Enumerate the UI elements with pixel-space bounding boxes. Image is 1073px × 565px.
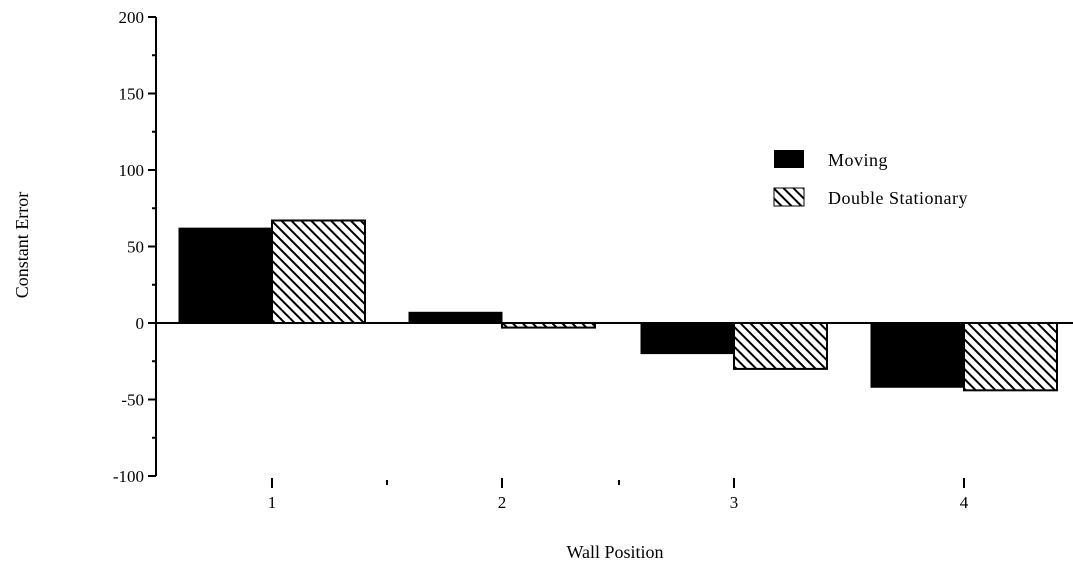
x-tick-label: 1 <box>268 493 277 512</box>
y-tick-label: -100 <box>113 467 144 486</box>
x-tick-label: 4 <box>960 493 969 512</box>
y-axis <box>148 16 157 477</box>
y-tick-label: 200 <box>119 8 145 27</box>
x-tick-labels: 1 2 3 4 <box>268 493 969 512</box>
x-tick-label: 3 <box>730 493 739 512</box>
legend-swatch-moving <box>774 150 804 168</box>
legend: Moving Double Stationary <box>773 150 968 208</box>
y-tick-label: 0 <box>136 314 145 333</box>
x-axis <box>156 322 1073 488</box>
x-tick-label: 2 <box>498 493 507 512</box>
bar-moving <box>178 227 273 324</box>
y-tick-label: 50 <box>127 238 144 257</box>
bar-double-stationary <box>271 219 366 325</box>
y-tick-label: -50 <box>121 391 144 410</box>
legend-swatch-double-stationary <box>773 187 805 207</box>
x-axis-title: Wall Position <box>566 542 663 562</box>
bar-double-stationary <box>963 322 1058 392</box>
bars <box>178 219 1058 392</box>
y-tick-label: 150 <box>119 85 145 104</box>
bar-moving <box>408 311 503 324</box>
legend-label-moving: Moving <box>828 150 888 170</box>
y-tick-label: 100 <box>119 161 145 180</box>
y-axis-title: Constant Error <box>12 192 32 298</box>
bar-double-stationary <box>733 322 828 370</box>
bar-moving <box>640 322 735 355</box>
y-tick-labels: -100 -50 0 50 100 150 200 <box>113 8 144 486</box>
legend-label-double-stationary: Double Stationary <box>828 188 968 208</box>
bar-moving <box>870 322 965 388</box>
